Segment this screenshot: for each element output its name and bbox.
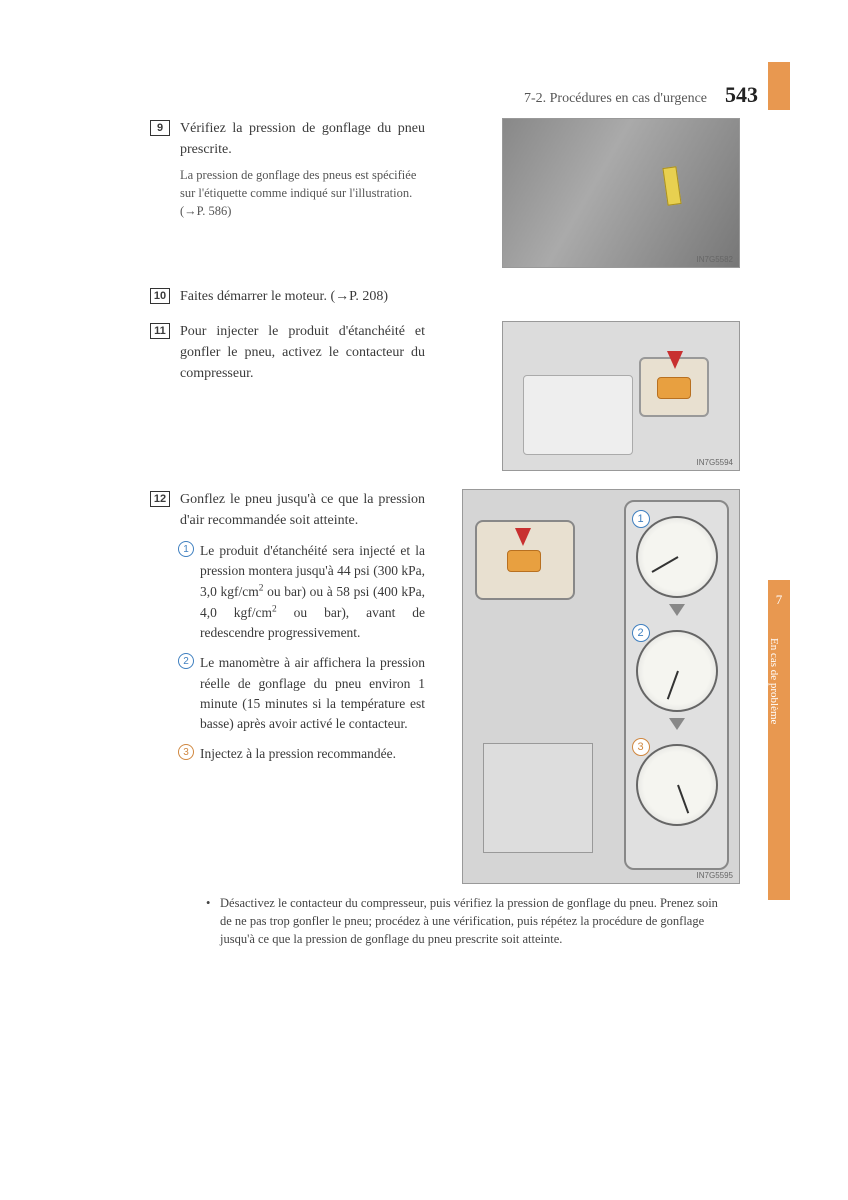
chapter-number: 7: [768, 580, 790, 608]
orange-switch-icon: [507, 550, 541, 572]
gauge-3-icon: 3: [636, 744, 718, 826]
gauge-panel: 1 2 3: [624, 500, 729, 870]
substep-3: 3 Injectez à la pression recommandée.: [200, 744, 425, 764]
substep-2-text: Le manomètre à air affichera la pression…: [200, 655, 425, 731]
note-bullet: Désactivez le contacteur du compresseur,…: [220, 894, 720, 948]
chapter-side-tab: 7 En cas de problème: [768, 580, 790, 900]
step-text: Faites démarrer le moteur. (→P. 208): [180, 286, 740, 307]
step-text: Vérifiez la pression de gonflage du pneu…: [180, 118, 425, 160]
gauge-needle-icon: [677, 785, 689, 814]
step-text: Gonflez le pneu jusqu'à ce que la pressi…: [180, 489, 425, 531]
figure-id: IN7G5582: [697, 255, 733, 264]
step-11: 11 IN7G5594 Pour injecter le produit d'é…: [180, 321, 740, 471]
step-number-box: 10: [150, 288, 170, 304]
gauge-needle-icon: [651, 556, 678, 573]
substep-2: 2 Le manomètre à air affichera la pressi…: [200, 653, 425, 734]
figure-door-label: IN7G5582: [502, 118, 740, 268]
orange-switch-icon: [657, 377, 691, 399]
gauge-marker-1: 1: [632, 510, 650, 528]
down-arrow-icon: [669, 718, 685, 730]
circle-number-2: 2: [178, 653, 194, 669]
top-accent-bar: [768, 62, 790, 110]
figure-id: IN7G5594: [697, 458, 733, 467]
step-text: Pour injecter le produit d'étanchéité et…: [180, 321, 425, 384]
gauge-1-icon: 1: [636, 516, 718, 598]
red-arrow-icon: [667, 351, 683, 369]
compressor-body-icon: [523, 375, 633, 455]
step-9: 9 IN7G5582 Vérifiez la pression de gonfl…: [180, 118, 740, 268]
step-number-box: 12: [150, 491, 170, 507]
substep-1: 1 Le produit d'étanchéité sera injecté e…: [200, 541, 425, 643]
circle-number-3: 3: [178, 744, 194, 760]
gauge-marker-3: 3: [632, 738, 650, 756]
figure-gauge-sequence: 1 2 3 IN7G5595: [462, 489, 740, 884]
substep-3-text: Injectez à la pression recommandée.: [200, 746, 396, 761]
circle-number-1: 1: [178, 541, 194, 557]
page-number: 543: [725, 82, 758, 108]
content-area: 9 IN7G5582 Vérifiez la pression de gonfl…: [180, 118, 740, 962]
substep-1-text: Le produit d'étanchéité sera injecté et …: [200, 543, 425, 640]
red-arrow-icon: [515, 528, 531, 546]
switch-callout-icon: [475, 520, 575, 600]
chapter-label: En cas de problème: [768, 608, 784, 724]
figure-compressor-switch: IN7G5594: [502, 321, 740, 471]
step-number-box: 11: [150, 323, 170, 339]
figure-id: IN7G5595: [697, 871, 733, 880]
gauge-2-icon: 2: [636, 630, 718, 712]
page-header: 7-2. Procédures en cas d'urgence 543: [524, 82, 758, 108]
gauge-marker-2: 2: [632, 624, 650, 642]
compressor-small-icon: [483, 743, 593, 853]
switch-box-icon: [639, 357, 709, 417]
step-10: 10 Faites démarrer le moteur. (→P. 208): [180, 286, 740, 307]
page: 7-2. Procédures en cas d'urgence 543 7 E…: [0, 0, 848, 1200]
step-subtext: La pression de gonflage des pneus est sp…: [180, 166, 425, 220]
gauge-needle-icon: [666, 671, 678, 700]
down-arrow-icon: [669, 604, 685, 616]
step-number-box: 9: [150, 120, 170, 136]
step-12: 1 2 1 2: [180, 489, 740, 948]
section-label: 7-2. Procédures en cas d'urgence: [524, 91, 707, 107]
car-door-illustration: [503, 119, 739, 267]
